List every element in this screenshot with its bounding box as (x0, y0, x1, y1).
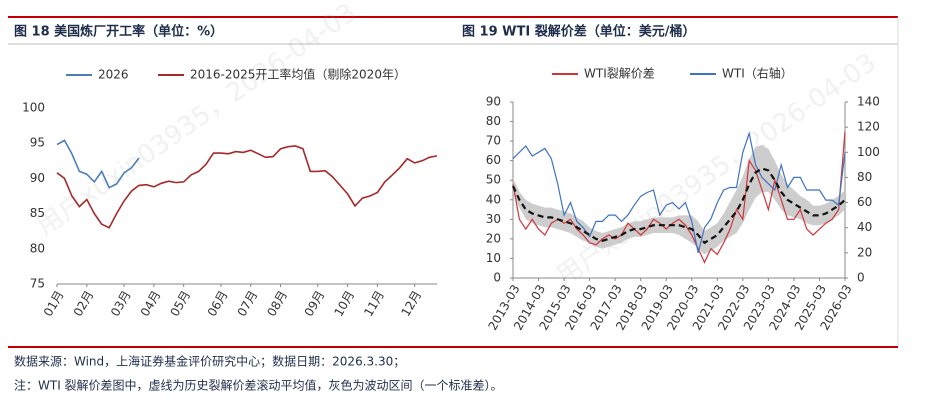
x-tick-label: 12月 (399, 288, 425, 319)
y2-tick-label: 140 (857, 95, 880, 109)
std-band (513, 145, 845, 255)
x-tick-label: 09月 (302, 288, 328, 319)
x-tick-label: 02月 (71, 288, 97, 319)
y-tick-label: 60 (486, 153, 501, 167)
y-tick-label: 95 (30, 136, 45, 150)
series-line (512, 131, 846, 264)
x-tick-label: 05月 (168, 288, 194, 319)
y2-tick-label: 20 (857, 245, 872, 259)
watermark: 用户xuxin03935，2026-04-03 (551, 48, 882, 292)
average-line (512, 167, 846, 245)
y2-tick-label: 0 (857, 271, 865, 285)
x-tick-label: 07月 (235, 288, 261, 319)
x-tick-label: 10月 (331, 288, 357, 319)
y-tick-label: 70 (486, 134, 501, 148)
y-tick-label: 75 (30, 277, 45, 291)
y2-tick-label: 40 (857, 220, 872, 234)
x-tick-label: 11月 (361, 288, 387, 319)
legend-label: WTI裂解价差 (584, 67, 655, 81)
y-tick-label: 40 (486, 192, 501, 206)
series-line (56, 139, 140, 189)
x-tick-label: 08月 (264, 288, 290, 319)
y-tick-label: 20 (486, 231, 501, 245)
y-tick-label: 50 (486, 173, 501, 187)
series-line (512, 131, 846, 254)
y2-tick-label: 100 (857, 145, 880, 159)
x-tick-label: 04月 (138, 288, 164, 319)
y-tick-label: 85 (30, 206, 45, 220)
y-tick-label: 10 (486, 251, 501, 265)
series-line (56, 145, 438, 229)
y-tick-label: 100 (22, 101, 45, 115)
y2-tick-label: 60 (857, 195, 872, 209)
y2-tick-label: 120 (857, 120, 880, 134)
chart-title: 图 19 WTI 裂解价差（单位：美元/桶） (462, 24, 695, 40)
y-tick-label: 90 (30, 171, 45, 185)
y-tick-label: 0 (493, 271, 501, 285)
x-tick-label: 03月 (108, 288, 134, 319)
y2-tick-label: 80 (857, 170, 872, 184)
y-tick-label: 80 (486, 114, 501, 128)
legend-label: 2016-2025开工率均值（剔除2020年） (190, 67, 406, 82)
y-tick-label: 80 (30, 241, 45, 255)
note: 注：WTI 裂解价差图中，虚线为历史裂解价差滚动平均值，灰色为波动区间（一个标准… (14, 378, 503, 393)
y-tick-label: 30 (486, 212, 501, 226)
legend-label: WTI（右轴） (722, 66, 793, 81)
y-tick-label: 90 (486, 95, 501, 109)
source: 数据来源：Wind，上海证券基金评价研究中心；数据日期：2026.3.30； (14, 354, 405, 369)
legend-label: 2026 (98, 68, 129, 82)
x-tick-label: 06月 (205, 288, 231, 319)
chart-title: 图 18 美国炼厂开工率（单位：%） (14, 24, 223, 40)
x-tick-label: 01月 (41, 288, 67, 319)
